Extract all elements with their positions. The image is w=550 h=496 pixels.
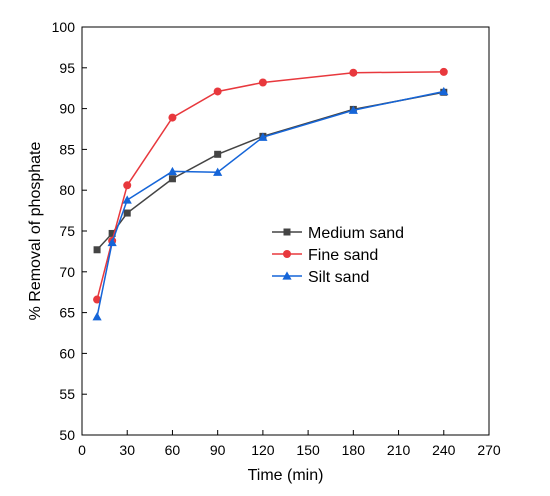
y-axis: 50 55 60 65 70 75 80 85 90 95 100 xyxy=(52,19,87,443)
y-tick-label: 60 xyxy=(59,345,75,361)
x-tick-label: 120 xyxy=(251,442,275,458)
data-point-medium-sand xyxy=(93,246,101,254)
x-tick-label: 0 xyxy=(78,442,86,458)
y-tick-label: 95 xyxy=(59,60,75,76)
x-tick-label: 150 xyxy=(296,442,320,458)
legend-marker-medium-sand xyxy=(283,228,291,236)
x-tick-label: 30 xyxy=(119,442,135,458)
x-tick-label: 270 xyxy=(477,442,501,458)
data-point-fine-sand xyxy=(439,67,448,76)
data-point-fine-sand xyxy=(168,113,177,122)
y-tick-label: 55 xyxy=(59,386,75,402)
legend-label-medium-sand: Medium sand xyxy=(308,225,404,242)
data-point-medium-sand xyxy=(123,209,131,217)
legend-label-silt-sand: Silt sand xyxy=(308,269,369,286)
x-tick-label: 90 xyxy=(210,442,226,458)
series-layer xyxy=(92,67,449,321)
data-point-medium-sand xyxy=(168,175,176,183)
data-point-silt-sand xyxy=(439,86,449,96)
y-tick-label: 65 xyxy=(59,305,75,321)
data-point-silt-sand xyxy=(92,312,102,321)
data-point-silt-sand xyxy=(107,237,117,247)
data-point-medium-sand xyxy=(214,150,222,158)
y-tick-label: 80 xyxy=(59,182,75,198)
y-tick-label: 85 xyxy=(59,141,75,157)
y-tick-label: 100 xyxy=(52,19,76,35)
data-point-silt-sand xyxy=(167,166,178,176)
data-point-fine-sand xyxy=(213,87,222,96)
y-tick-label: 70 xyxy=(59,264,75,280)
x-axis-title: Time (min) xyxy=(248,467,324,484)
legend-label-fine-sand: Fine sand xyxy=(308,247,378,264)
data-point-fine-sand xyxy=(93,295,102,304)
x-tick-label: 240 xyxy=(432,442,456,458)
series-line-silt-sand xyxy=(96,90,444,317)
legend-marker-fine-sand xyxy=(283,250,291,258)
legend: Medium sand Fine sand Silt sand xyxy=(272,225,404,286)
y-tick-label: 50 xyxy=(59,427,75,443)
data-point-fine-sand xyxy=(349,68,358,77)
data-point-silt-sand xyxy=(122,195,132,204)
data-point-fine-sand xyxy=(123,181,132,190)
x-axis: 0 30 60 90 120 150 180 210 240 270 xyxy=(78,430,501,458)
legend-marker-silt-sand xyxy=(282,271,292,280)
data-point-silt-sand xyxy=(213,167,223,176)
x-tick-label: 210 xyxy=(387,442,411,458)
data-point-silt-sand xyxy=(258,132,268,141)
y-tick-label: 75 xyxy=(59,223,75,239)
y-axis-title: % Removal of phosphate xyxy=(27,142,44,321)
series-line-fine-sand xyxy=(96,71,444,300)
data-point-fine-sand xyxy=(258,78,267,87)
data-point-silt-sand xyxy=(348,105,358,114)
data-point-medium-sand xyxy=(108,229,116,237)
x-tick-label: 60 xyxy=(165,442,181,458)
y-tick-label: 90 xyxy=(59,101,75,117)
x-tick-label: 180 xyxy=(342,442,366,458)
